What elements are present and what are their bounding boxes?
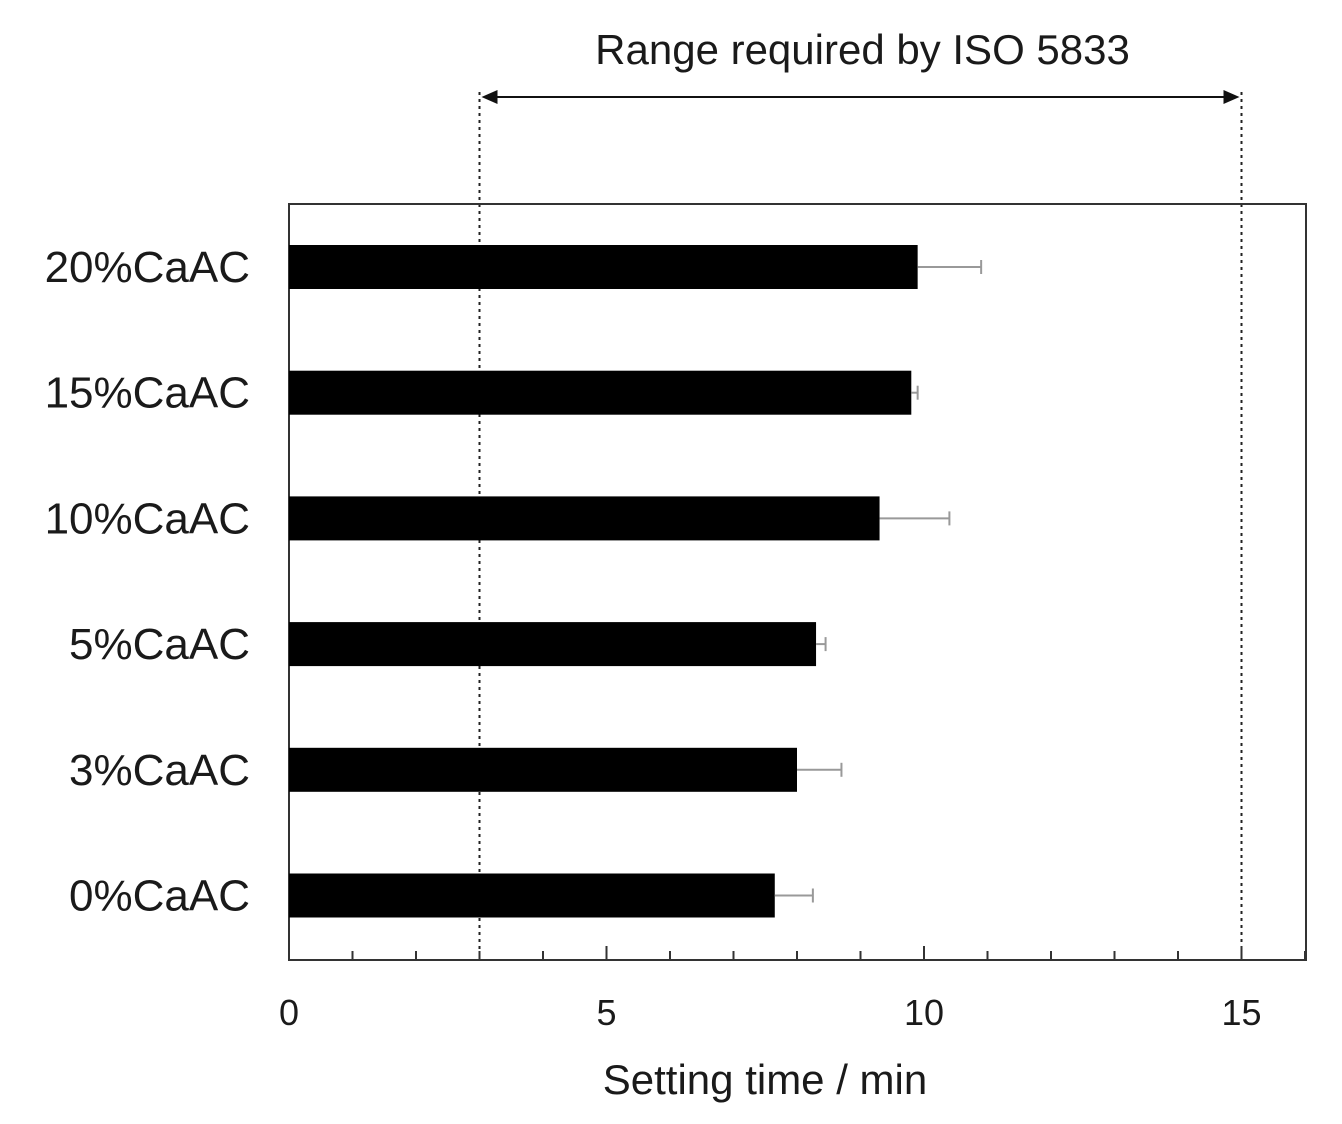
x-tick-label: 15: [1221, 992, 1261, 1033]
category-label: 10%CaAC: [45, 494, 250, 543]
bar-20pct-caac: [289, 245, 918, 289]
category-label: 0%CaAC: [69, 872, 250, 921]
x-tick-label: 10: [904, 992, 944, 1033]
bar-3pct-caac: [289, 747, 797, 792]
category-label: 3%CaAC: [69, 746, 250, 795]
range-arrow-left-head: [481, 90, 498, 104]
category-label: 5%CaAC: [69, 620, 250, 669]
range-arrow-right-head: [1223, 90, 1240, 104]
bar-5pct-caac: [289, 622, 817, 667]
category-label: 15%CaAC: [45, 369, 250, 418]
bar-10pct-caac: [289, 496, 880, 541]
x-tick-label: 5: [596, 992, 616, 1033]
x-tick-label: 0: [279, 992, 299, 1033]
bar-15pct-caac: [289, 370, 912, 415]
category-label: 20%CaAC: [45, 243, 250, 292]
plot-frame: [288, 203, 1307, 961]
iso-range-label: Range required by ISO 5833: [595, 26, 1130, 73]
bar-0pct-caac: [289, 873, 775, 918]
x-axis-title: Setting time / min: [603, 1056, 927, 1103]
